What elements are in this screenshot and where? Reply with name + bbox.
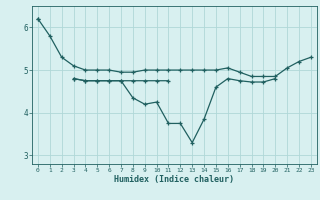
X-axis label: Humidex (Indice chaleur): Humidex (Indice chaleur): [115, 175, 234, 184]
